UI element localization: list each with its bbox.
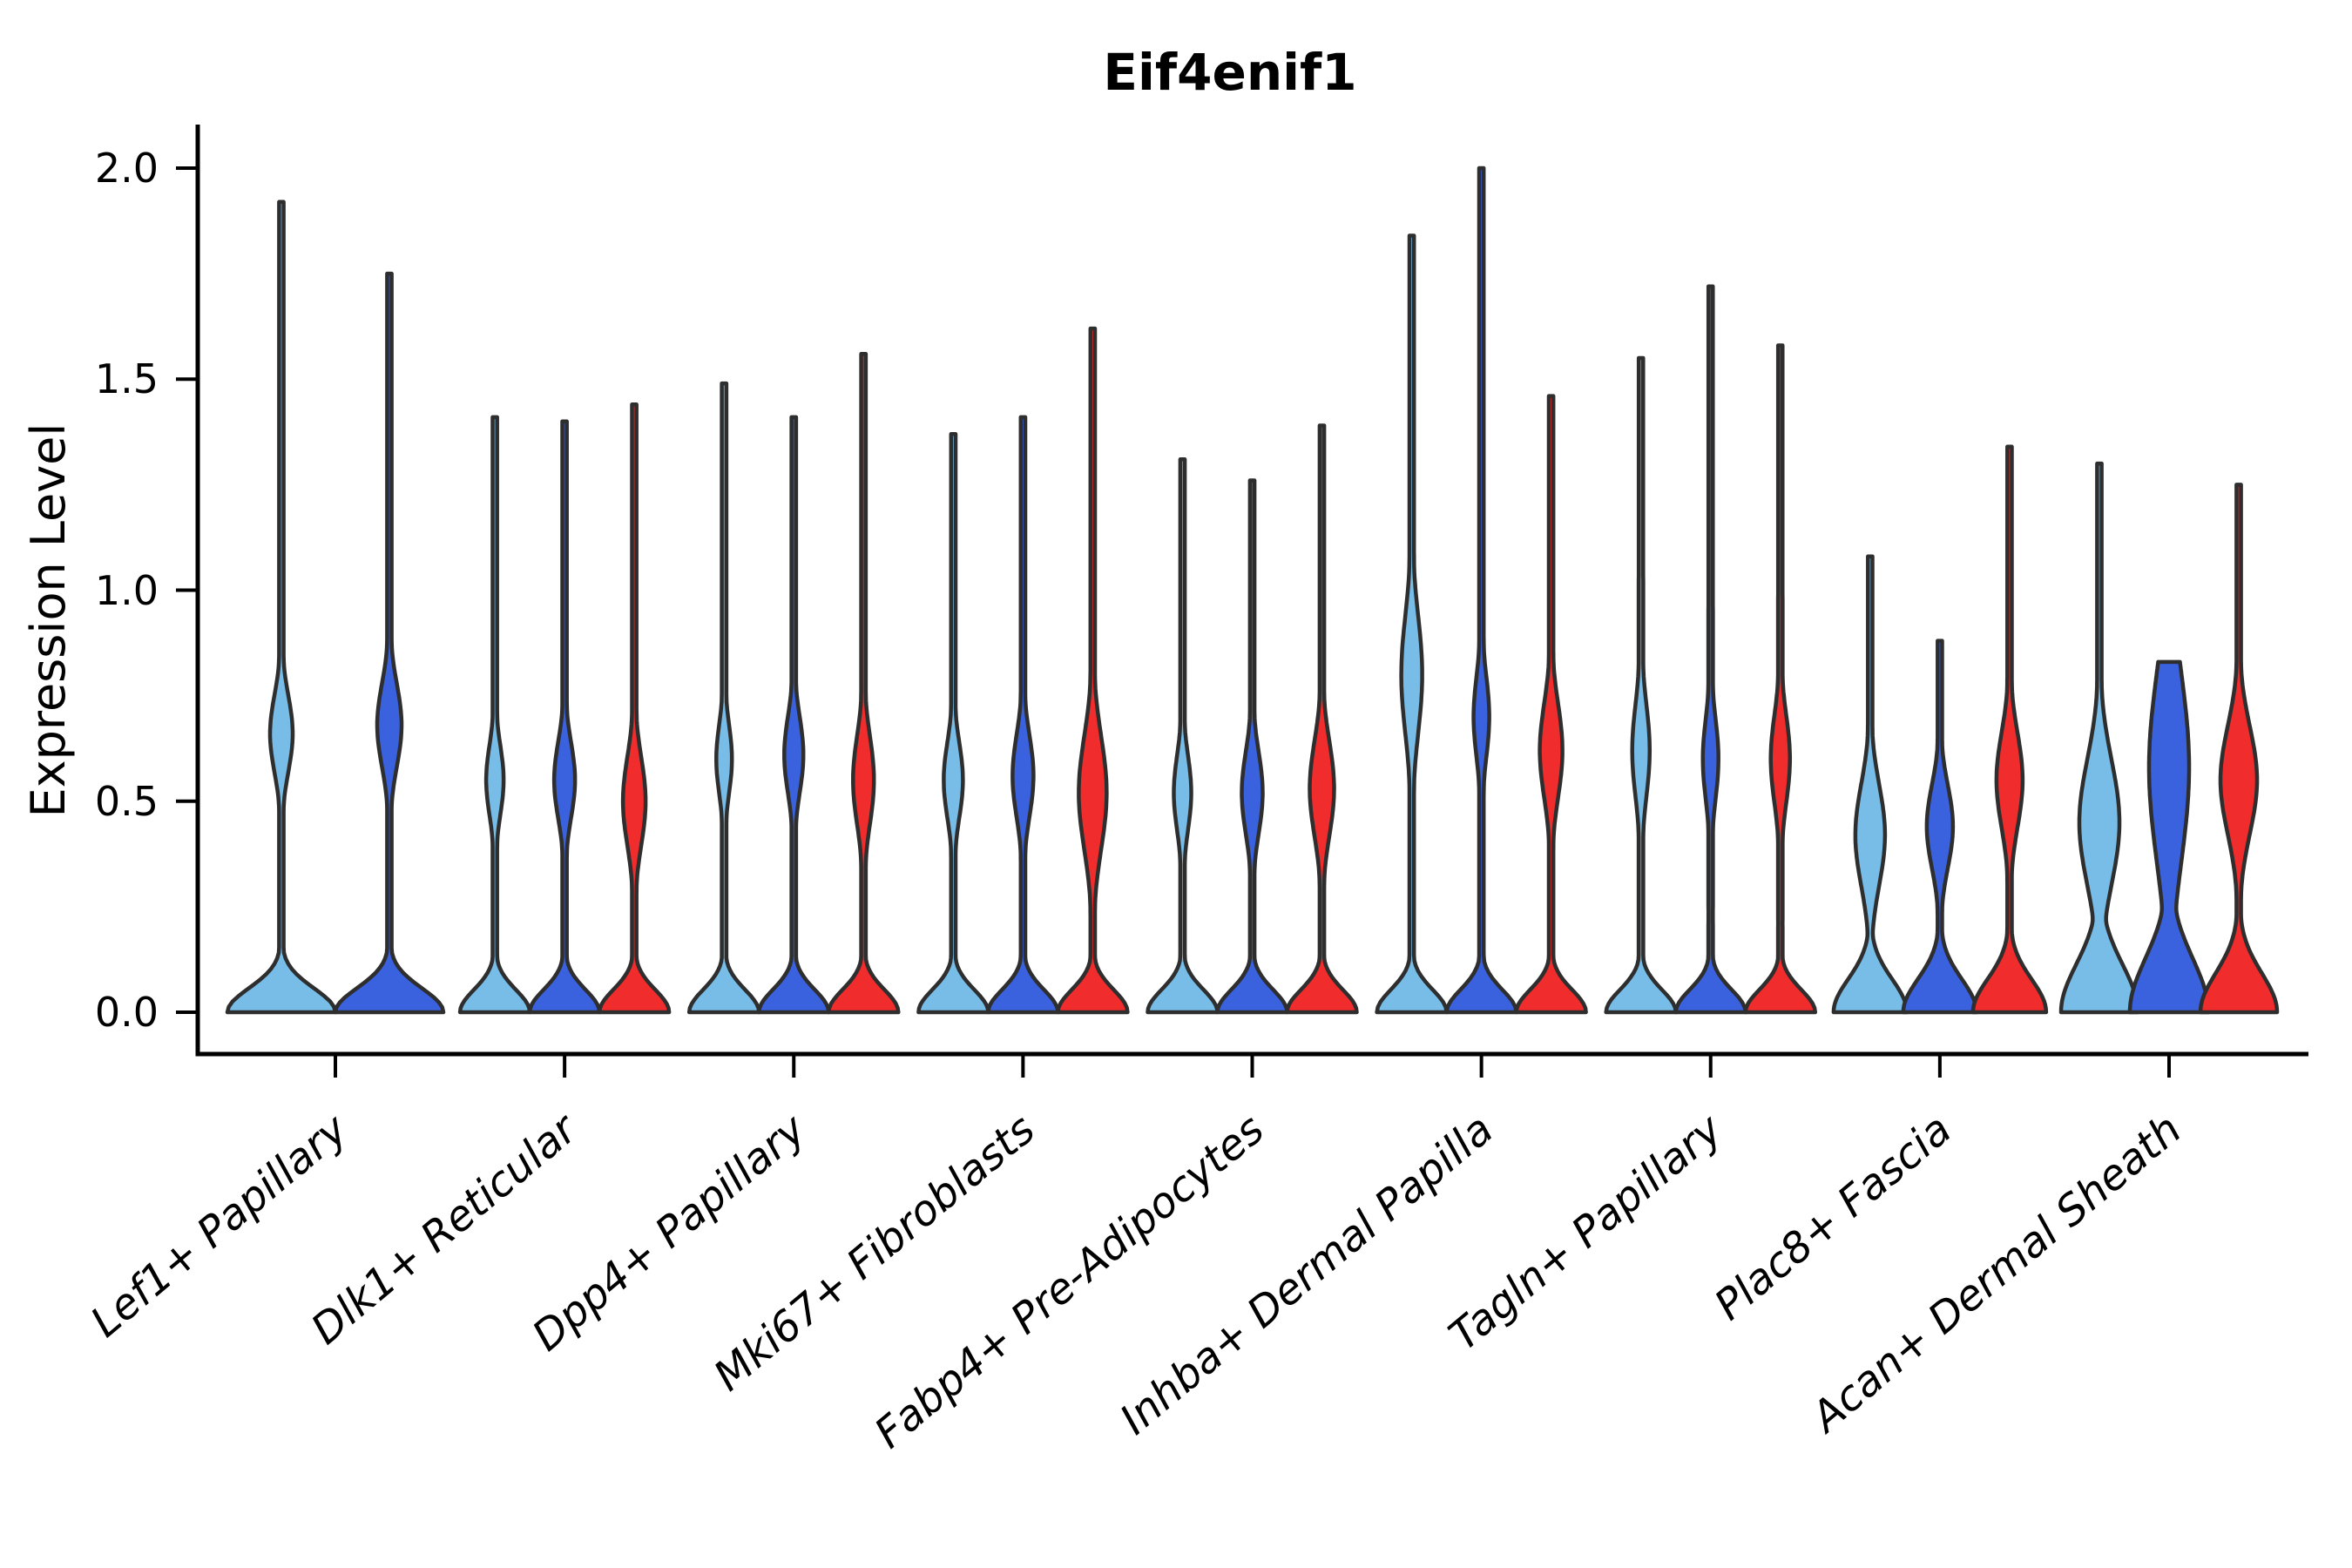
violin-inhba-dermal-papilla-skyblue — [1375, 233, 1449, 1015]
violin-inhba-dermal-papilla-royalblue — [1444, 166, 1518, 1015]
x-tick-label: Plac8+ Fascia — [1706, 1105, 1961, 1329]
violin-dlk1-reticular-red — [597, 402, 672, 1015]
violin-lef1-papillary-royalblue — [333, 271, 446, 1015]
x-tick-label: Acan+ Dermal Sheath — [1801, 1105, 2191, 1443]
violin-tagln-papillary-royalblue — [1673, 284, 1748, 1015]
violin-plac8-fascia-skyblue — [1831, 554, 1909, 1015]
y-tick-label: 0.0 — [95, 989, 159, 1036]
chart-title: Eif4enif1 — [1103, 43, 1356, 102]
violin-dlk1-reticular-royalblue — [527, 419, 602, 1015]
violin-acan-dermal-sheath-skyblue — [2058, 461, 2140, 1015]
violin-dlk1-reticular-skyblue — [457, 415, 532, 1015]
violin-acan-dermal-sheath-royalblue — [2127, 659, 2211, 1015]
violin-mki67-fibroblasts-red — [1056, 326, 1130, 1015]
y-tick-label: 1.5 — [95, 355, 159, 402]
violin-fabp4-pre-adipocytes-red — [1285, 423, 1359, 1015]
violin-tagln-papillary-skyblue — [1604, 355, 1679, 1015]
violin-fabp4-pre-adipocytes-royalblue — [1215, 478, 1289, 1015]
violin-dpp4-papillary-red — [826, 351, 901, 1015]
violin-plac8-fascia-red — [1970, 444, 2049, 1015]
violin-tagln-papillary-red — [1743, 343, 1818, 1015]
violin-inhba-dermal-papilla-red — [1514, 394, 1588, 1015]
violin-lef1-papillary-skyblue — [225, 199, 338, 1015]
violin-dpp4-papillary-royalblue — [756, 415, 831, 1015]
violin-acan-dermal-sheath-red — [2198, 483, 2280, 1015]
y-tick-label: 2.0 — [95, 145, 159, 192]
y-tick-label: 0.5 — [95, 778, 159, 825]
y-tick-label: 1.0 — [95, 567, 159, 614]
violin-dpp4-papillary-skyblue — [686, 381, 761, 1015]
x-tick-label: Inhba+ Dermal Papilla — [1111, 1105, 1502, 1444]
violin-fabp4-pre-adipocytes-skyblue — [1146, 457, 1220, 1015]
plot-area — [176, 166, 2280, 1078]
y-axis-label: Expression Level — [21, 423, 76, 818]
x-tick-label: Fabp4+ Pre-Adipocytes — [866, 1105, 1274, 1458]
violin-plac8-fascia-royalblue — [1901, 639, 1979, 1015]
violin-mki67-fibroblasts-royalblue — [986, 415, 1060, 1015]
violin-mki67-fibroblasts-skyblue — [916, 431, 990, 1015]
